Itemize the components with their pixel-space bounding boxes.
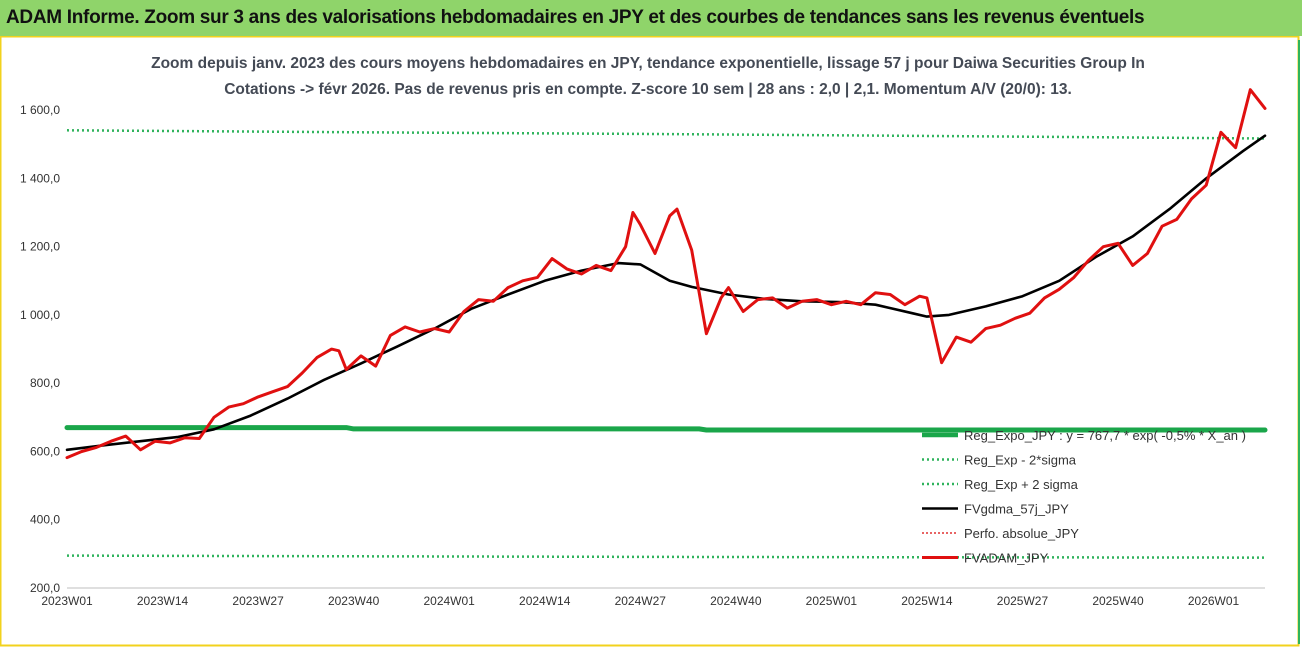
chart-title-line-1: Zoom depuis janv. 2023 des cours moyens … <box>151 55 1145 72</box>
series-line-price <box>65 88 1267 460</box>
legend-label-price: FVADAM_JPY <box>964 551 1049 566</box>
x-tick-label: 2025W27 <box>997 594 1049 608</box>
y-tick-label: 1 200,0 <box>20 240 60 254</box>
legend-label-fv: FVgdma_57j_JPY <box>964 502 1069 517</box>
y-tick-label: 200,0 <box>30 581 60 595</box>
chart-border <box>0 36 1300 647</box>
y-tick-label: 1 600,0 <box>20 103 60 117</box>
report-title: ADAM Informe. Zoom sur 3 ans des valoris… <box>6 7 1145 28</box>
y-tick-label: 1 400,0 <box>20 171 60 185</box>
x-tick-label: 2023W27 <box>232 594 284 608</box>
legend-label-high: Reg_Exp + 2 sigma <box>964 477 1079 492</box>
legend-label-low: Reg_Exp - 2*sigma <box>964 453 1077 468</box>
y-tick-label: 600,0 <box>30 444 60 458</box>
price-trend-chart: Zoom depuis janv. 2023 des cours moyens … <box>0 36 1300 647</box>
x-tick-label: 2024W40 <box>710 594 762 608</box>
x-tick-label: 2024W14 <box>519 594 571 608</box>
x-tick-label: 2025W40 <box>1092 594 1144 608</box>
series-line-fv <box>65 134 1267 452</box>
chart-title-line-2: Cotations -> févr 2026. Pas de revenus p… <box>224 81 1072 98</box>
x-tick-label: 2023W40 <box>328 594 380 608</box>
series-layer <box>64 88 1268 559</box>
x-tick-label: 2023W14 <box>137 594 189 608</box>
y-tick-label: 400,0 <box>30 513 60 527</box>
x-tick-label: 2024W01 <box>423 594 475 608</box>
x-tick-label: 2025W01 <box>806 594 858 608</box>
legend-label-perfo: Perfo. absolue_JPY <box>964 526 1079 541</box>
x-tick-label: 2023W01 <box>41 594 93 608</box>
y-tick-label: 800,0 <box>30 376 60 390</box>
series-line-reg <box>64 425 1268 433</box>
y-tick-label: 1 000,0 <box>20 308 60 322</box>
series-line-low <box>66 554 1266 559</box>
x-tick-label: 2026W01 <box>1188 594 1240 608</box>
x-tick-label: 2025W14 <box>901 594 953 608</box>
report-header: ADAM Informe. Zoom sur 3 ans des valoris… <box>0 0 1302 36</box>
legend: Reg_Expo_JPY : y = 767,7 * exp( -0,5% * … <box>922 428 1246 566</box>
chart-frame: Zoom depuis janv. 2023 des cours moyens … <box>0 36 1302 647</box>
legend-label-reg: Reg_Expo_JPY : y = 767,7 * exp( -0,5% * … <box>964 428 1246 443</box>
series-line-high <box>66 129 1266 140</box>
x-axis: 2023W01 2023W14 2023W27 2023W40 2024W01 2024W… <box>41 587 1265 608</box>
y-axis: 200,0 400,0 600,0 800,0 1 000,0 1 200,0 1 400,… <box>20 103 60 595</box>
x-tick-label: 2024W27 <box>615 594 667 608</box>
